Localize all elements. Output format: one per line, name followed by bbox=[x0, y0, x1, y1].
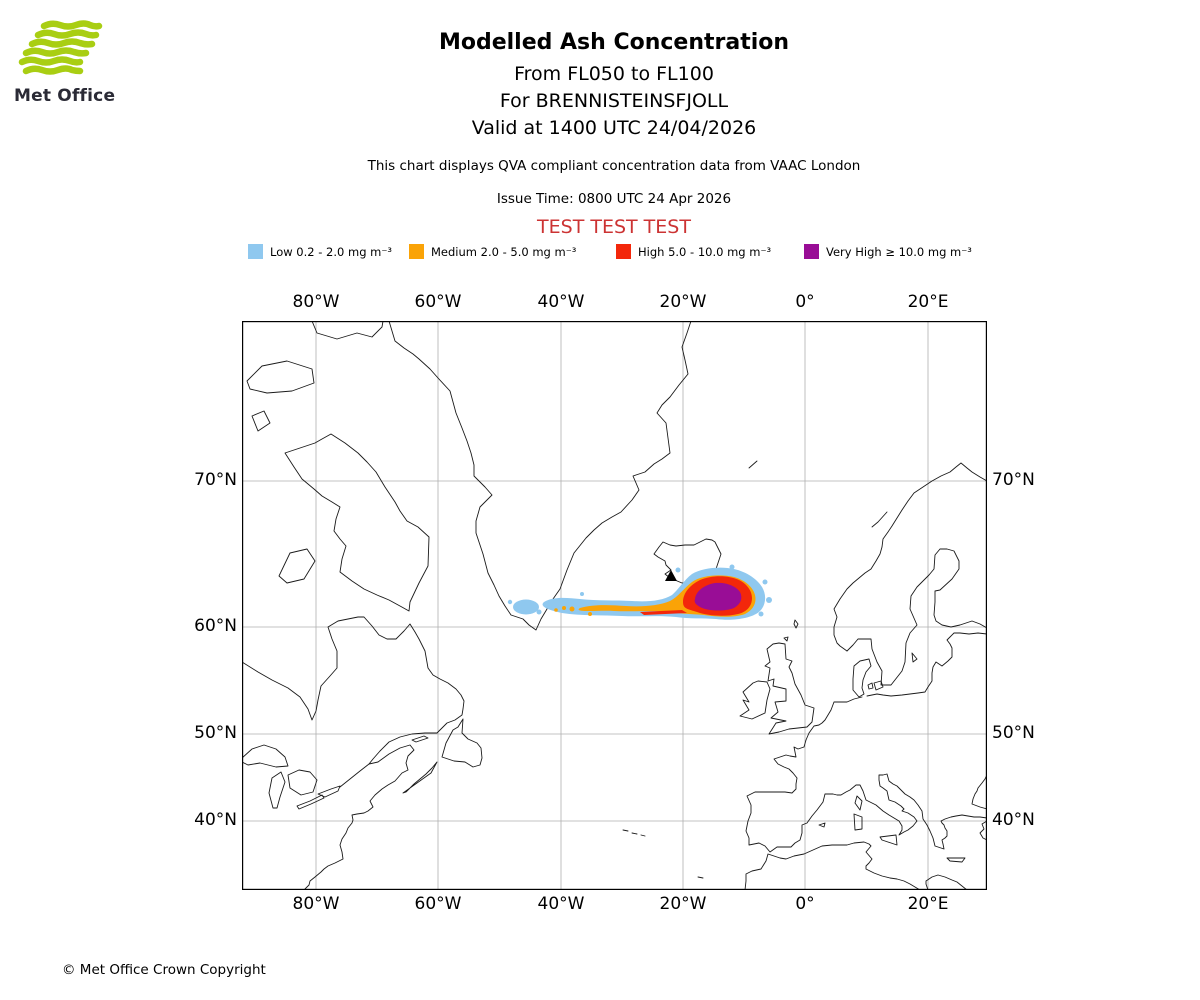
coast-crete bbox=[946, 857, 966, 863]
coast-north-africa bbox=[744, 841, 921, 890]
tick-label: 70°N bbox=[992, 470, 1035, 490]
coast-denmark bbox=[852, 658, 872, 698]
subtitle-valid-time: Valid at 1400 UTC 24/04/2026 bbox=[471, 117, 757, 139]
subtitle-volcano: For BRENNISTEINSFJOLL bbox=[499, 90, 729, 112]
tick-label: 0° bbox=[795, 894, 815, 914]
lake-erie bbox=[296, 794, 325, 810]
lake-michigan bbox=[268, 771, 286, 809]
lake-huron bbox=[287, 769, 318, 796]
legend-item-medium: Medium 2.0 - 5.0 mg m⁻³ bbox=[409, 243, 576, 260]
coast-newfoundland bbox=[441, 718, 483, 768]
coast-black-sea bbox=[971, 774, 987, 810]
lake-superior bbox=[242, 744, 289, 768]
azores bbox=[622, 829, 646, 837]
volcano-marker bbox=[665, 570, 677, 581]
legend-swatch-low bbox=[248, 244, 263, 259]
ash-plume-very-high-polygon bbox=[694, 582, 742, 611]
coast-ellesmere bbox=[311, 321, 384, 340]
tick-label: 80°W bbox=[292, 894, 340, 914]
chart-description: This chart displays QVA compliant concen… bbox=[367, 158, 861, 174]
tick-label: 60°W bbox=[414, 292, 462, 312]
coast-shetland bbox=[793, 619, 799, 629]
coast-norway bbox=[833, 462, 987, 652]
legend-label-very-high: Very High ≥ 10.0 mg m⁻³ bbox=[826, 244, 972, 259]
coast-southampton-island bbox=[278, 548, 316, 584]
coast-baffin-island bbox=[284, 433, 430, 612]
tick-label: 50°N bbox=[194, 723, 237, 743]
coast-nova-scotia bbox=[402, 761, 438, 794]
legend-label-high: High 5.0 - 10.0 mg m⁻³ bbox=[638, 244, 772, 259]
legend-item-low: Low 0.2 - 2.0 mg m⁻³ bbox=[248, 243, 392, 260]
legend-label-low: Low 0.2 - 2.0 mg m⁻³ bbox=[270, 244, 393, 259]
legend-swatch-very-high bbox=[804, 244, 819, 259]
coast-aegean bbox=[979, 820, 987, 841]
lake-ontario bbox=[317, 785, 341, 798]
copyright-text: © Met Office Crown Copyright bbox=[62, 962, 266, 978]
coast-ireland bbox=[739, 680, 771, 720]
tick-label: 60°W bbox=[414, 894, 462, 914]
coast-funen bbox=[867, 682, 874, 690]
ash-plume-very-high bbox=[694, 582, 742, 611]
met-office-logo: Met Office bbox=[14, 20, 134, 106]
legend-item-high: High 5.0 - 10.0 mg m⁻³ bbox=[616, 243, 771, 260]
tick-label: 20°E bbox=[907, 894, 949, 914]
legend-item-very-high: Very High ≥ 10.0 mg m⁻³ bbox=[804, 243, 972, 260]
coast-continental-europe bbox=[745, 696, 987, 853]
st-lawrence-river bbox=[339, 763, 370, 788]
tick-label: 70°N bbox=[194, 470, 237, 490]
coast-great-britain bbox=[764, 642, 815, 735]
coast-somerset-island bbox=[251, 410, 271, 432]
coast-lofoten bbox=[871, 511, 888, 528]
tick-label: 40°W bbox=[537, 292, 585, 312]
madeira bbox=[697, 876, 704, 879]
coast-anticosti bbox=[411, 735, 429, 743]
tick-label: 0° bbox=[795, 292, 815, 312]
coast-libya bbox=[925, 874, 968, 890]
coast-baltic-south bbox=[866, 632, 987, 697]
coast-canada-mainland bbox=[242, 616, 465, 890]
map-frame bbox=[242, 321, 987, 890]
ash-plume-high-tail bbox=[640, 610, 687, 615]
legend-swatch-high bbox=[616, 244, 631, 259]
coast-greenland bbox=[388, 321, 692, 631]
coast-orkney bbox=[783, 636, 789, 642]
legend-label-medium: Medium 2.0 - 5.0 mg m⁻³ bbox=[431, 244, 577, 259]
title-block: Modelled Ash Concentration From FL050 to… bbox=[28, 30, 1200, 238]
coast-jan-mayen bbox=[748, 460, 758, 469]
coastlines bbox=[242, 321, 987, 890]
tick-label: 20°E bbox=[907, 292, 949, 312]
legend-swatch-medium bbox=[409, 244, 424, 259]
tick-label: 20°W bbox=[659, 292, 707, 312]
coast-zealand bbox=[873, 680, 884, 691]
coast-sardinia bbox=[853, 813, 863, 831]
subtitle-flight-levels: From FL050 to FL100 bbox=[514, 63, 714, 85]
tick-label: 60°N bbox=[194, 616, 237, 636]
coast-corsica bbox=[854, 795, 863, 811]
test-banner: TEST TEST TEST bbox=[537, 216, 691, 238]
page-title: Modelled Ash Concentration bbox=[438, 30, 790, 55]
issue-time: Issue Time: 0800 UTC 24 Apr 2026 bbox=[496, 191, 732, 207]
tick-label: 40°N bbox=[992, 810, 1035, 830]
met-office-logo-icon bbox=[18, 20, 103, 75]
map-canvas bbox=[242, 321, 987, 890]
tick-label: 40°N bbox=[194, 810, 237, 830]
tick-label: 80°W bbox=[292, 292, 340, 312]
coast-sweden-finland bbox=[846, 548, 987, 686]
coast-gotland bbox=[911, 652, 918, 663]
tick-label: 40°W bbox=[537, 894, 585, 914]
tick-label: 50°N bbox=[992, 723, 1035, 743]
met-office-logo-text: Met Office bbox=[14, 86, 116, 106]
coast-mallorca bbox=[818, 822, 826, 828]
coast-sicily bbox=[879, 834, 898, 846]
coast-devon-island bbox=[246, 360, 315, 394]
tick-label: 20°W bbox=[659, 894, 707, 914]
